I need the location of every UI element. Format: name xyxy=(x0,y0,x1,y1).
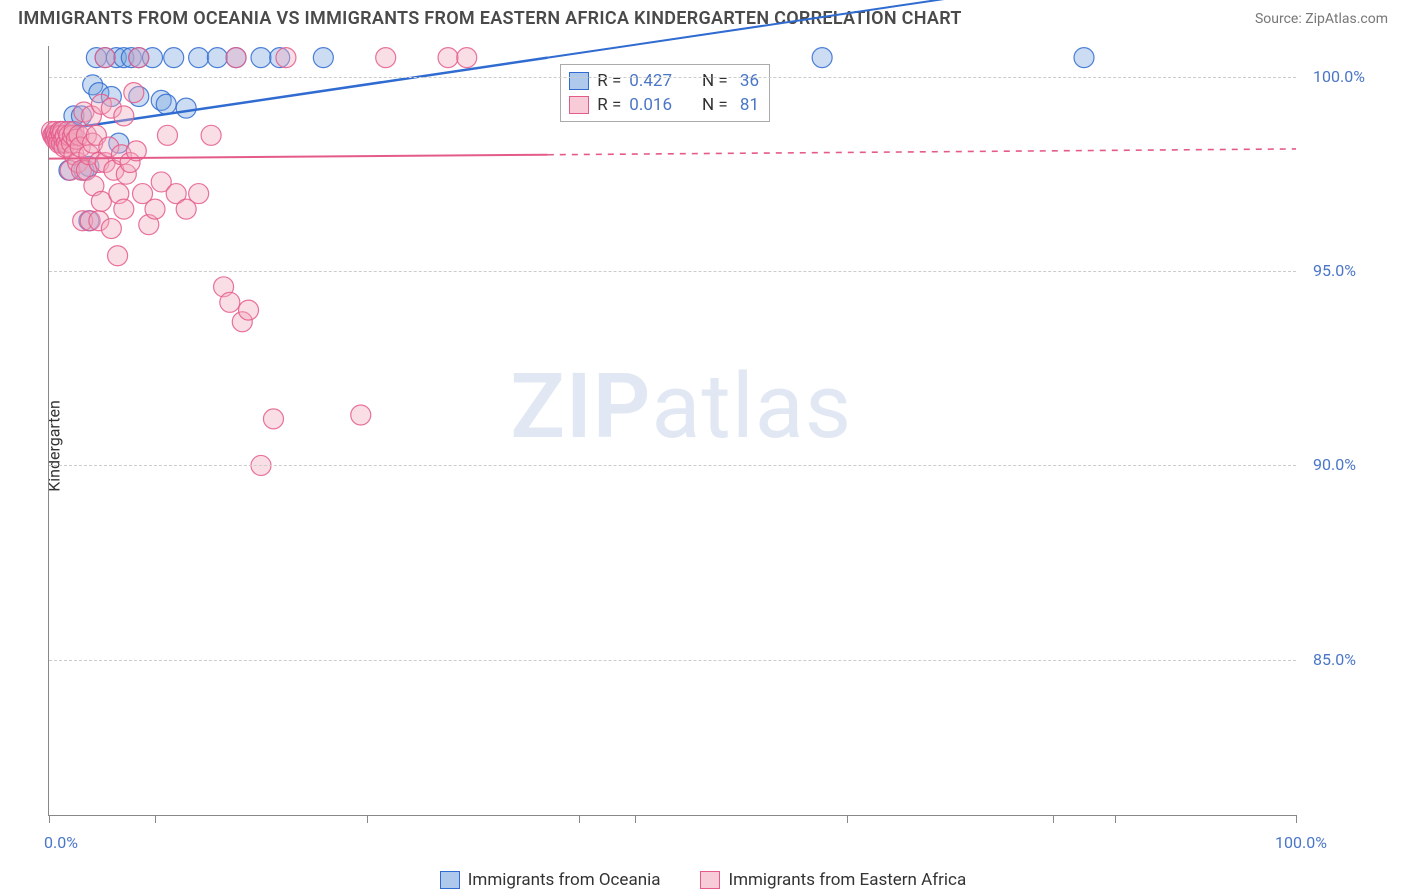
plot-svg xyxy=(49,46,1296,815)
data-point xyxy=(263,409,283,429)
data-point xyxy=(1074,48,1094,68)
swatch-oceania xyxy=(440,871,460,889)
y-tick-label: 95.0% xyxy=(1313,261,1356,280)
x-tick xyxy=(635,815,636,823)
data-point xyxy=(157,125,177,145)
legend-n-value: 81 xyxy=(736,95,759,115)
y-tick-label: 100.0% xyxy=(1313,67,1365,86)
legend-row: R = 0.016 N = 81 xyxy=(569,93,759,117)
x-tick xyxy=(155,815,156,823)
x-tick xyxy=(579,815,580,823)
legend-item-oceania: Immigrants from Oceania xyxy=(440,870,661,890)
legend-n-value: 36 xyxy=(736,71,759,91)
bottom-legend: Immigrants from Oceania Immigrants from … xyxy=(0,870,1406,890)
chart-title: IMMIGRANTS FROM OCEANIA VS IMMIGRANTS FR… xyxy=(18,8,962,29)
legend-row: R = 0.427 N = 36 xyxy=(569,69,759,93)
trend-line-extension xyxy=(548,149,1296,155)
data-point xyxy=(108,246,128,266)
legend-r-label: R = xyxy=(597,71,621,91)
data-point xyxy=(812,48,832,68)
y-tick-label: 85.0% xyxy=(1313,650,1356,669)
data-point xyxy=(207,48,227,68)
data-point xyxy=(189,184,209,204)
swatch-eastern-africa xyxy=(700,871,720,889)
data-point xyxy=(251,48,271,68)
x-tick xyxy=(847,815,848,823)
data-point xyxy=(101,219,121,239)
x-min-label: 0.0% xyxy=(44,833,78,852)
legend-label-eastern-africa: Immigrants from Eastern Africa xyxy=(728,870,966,890)
x-tick xyxy=(1115,815,1116,823)
legend-r-value: 0.427 xyxy=(629,71,672,91)
data-point xyxy=(220,292,240,312)
data-point xyxy=(201,125,221,145)
data-point xyxy=(313,48,333,68)
legend-n-label: N = xyxy=(702,95,728,115)
legend-swatch xyxy=(569,96,589,114)
data-point xyxy=(156,94,176,114)
legend-label-oceania: Immigrants from Oceania xyxy=(468,870,661,890)
chart-source: Source: ZipAtlas.com xyxy=(1255,11,1388,27)
legend-r-value: 0.016 xyxy=(629,95,672,115)
gridline xyxy=(49,77,1296,78)
data-point xyxy=(114,106,134,126)
data-point xyxy=(376,48,396,68)
data-point xyxy=(124,83,144,103)
legend-r-label: R = xyxy=(597,95,621,115)
data-point xyxy=(164,48,184,68)
correlation-legend: R = 0.427 N = 36 R = 0.016 N = 81 xyxy=(560,64,770,122)
data-point xyxy=(438,48,458,68)
gridline xyxy=(49,660,1296,661)
x-max-label: 100.0% xyxy=(1275,833,1327,852)
data-point xyxy=(114,199,134,219)
data-point xyxy=(95,48,115,68)
data-point xyxy=(351,405,371,425)
data-point xyxy=(145,199,165,219)
x-tick xyxy=(367,815,368,823)
legend-swatch xyxy=(569,72,589,90)
legend-n-label: N = xyxy=(702,71,728,91)
x-tick xyxy=(49,815,50,823)
data-point xyxy=(176,98,196,118)
gridline xyxy=(49,271,1296,272)
x-tick xyxy=(1296,815,1297,823)
data-point xyxy=(276,48,296,68)
y-tick-label: 90.0% xyxy=(1313,455,1356,474)
gridline xyxy=(49,465,1296,466)
plot-area: ZIPatlas R = 0.427N = 36R = 0.016N = 81 xyxy=(48,46,1296,816)
legend-item-eastern-africa: Immigrants from Eastern Africa xyxy=(700,870,966,890)
chart-header: IMMIGRANTS FROM OCEANIA VS IMMIGRANTS FR… xyxy=(0,0,1406,35)
data-point xyxy=(226,48,246,68)
data-point xyxy=(189,48,209,68)
data-point xyxy=(239,300,259,320)
data-point xyxy=(129,48,149,68)
x-tick xyxy=(1053,815,1054,823)
data-point xyxy=(457,48,477,68)
